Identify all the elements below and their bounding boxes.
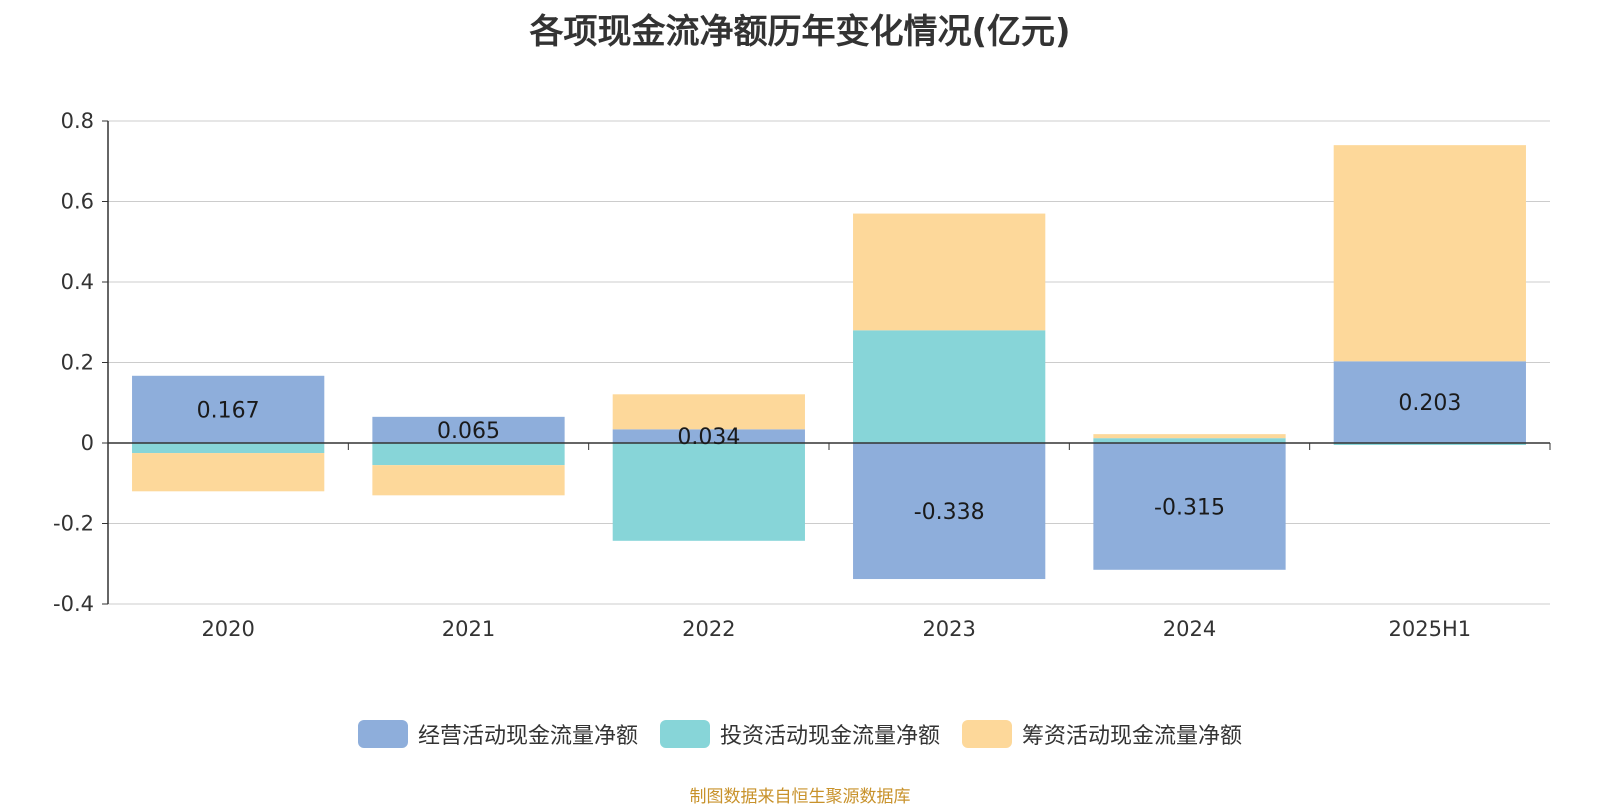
legend-swatch [357,720,408,748]
legend-swatch [659,720,710,748]
bar-2-2020 [132,453,325,492]
bar-0-2022 [612,429,805,443]
data-label-2021: 0.065 [437,419,500,444]
bar-1-2025H1 [1333,443,1526,446]
chart-title: 各项现金流净额历年变化情况(亿元) [529,12,1071,52]
bar-1-2022 [612,443,805,541]
bar-2-2022 [612,394,805,430]
y-tick-label: 0.4 [61,270,94,294]
legend-item-1[interactable]: 投资活动现金流量净额 [659,718,940,750]
y-tick-label: -0.4 [53,592,94,616]
x-tick-label: 2023 [922,617,975,641]
bar-2-2021 [372,465,565,496]
bar-2-2024 [1093,434,1286,439]
data-label-2022: 0.034 [677,425,740,450]
bar-series [132,145,1526,580]
x-tick-label: 2022 [682,617,735,641]
data-labels: 0.167 0.065 0.034 -0.338 -0.315 0.203 [197,391,1462,525]
data-label-2025H1: 0.203 [1398,391,1461,416]
axes: -0.4 -0.2 0 0.2 0.4 0.6 0.8 2020 2021 2022 2023 202… [53,109,1551,641]
y-tick-label: 0 [81,431,94,455]
bar-2-2025H1 [1333,145,1526,362]
legend-item-2[interactable]: 筹资活动现金流量净额 [962,718,1242,750]
bar-0-2025H1 [1333,361,1526,443]
y-tick-label: 0.6 [61,190,94,214]
x-tick-label: 2020 [201,617,254,641]
y-tick-label: -0.2 [53,512,94,536]
x-tick-label: 2024 [1163,617,1216,641]
legend-label: 投资活动现金流量净额 [719,724,940,749]
legend-swatch [962,720,1012,748]
bar-1-2024 [1093,438,1286,443]
bar-1-2020 [132,443,325,454]
legend-label: 经营活动现金流量净额 [417,724,638,749]
bar-1-2021 [372,443,565,466]
bar-0-2020 [132,375,325,443]
y-tick-label: 0.8 [61,109,94,133]
grid-lines [108,120,1550,605]
source-note: 制图数据来自恒生聚源数据库 [689,787,911,807]
legend: 经营活动现金流量净额 投资活动现金流量净额 筹资活动现金流量净额 [0,718,1600,750]
data-label-2020: 0.167 [197,398,260,423]
bar-0-2021 [372,416,565,443]
x-tick-label: 2025H1 [1389,617,1472,641]
legend-item-0[interactable]: 经营活动现金流量净额 [357,718,638,750]
bar-0-2023 [853,443,1046,580]
x-tick-label: 2021 [442,617,495,641]
data-label-2024: -0.315 [1154,495,1225,520]
data-label-2023: -0.338 [914,500,985,525]
y-tick-label: 0.2 [61,351,94,375]
bar-0-2024 [1093,443,1286,570]
legend-label: 筹资活动现金流量净额 [1022,724,1243,749]
bar-2-2023 [853,213,1046,331]
bar-1-2023 [853,330,1046,443]
